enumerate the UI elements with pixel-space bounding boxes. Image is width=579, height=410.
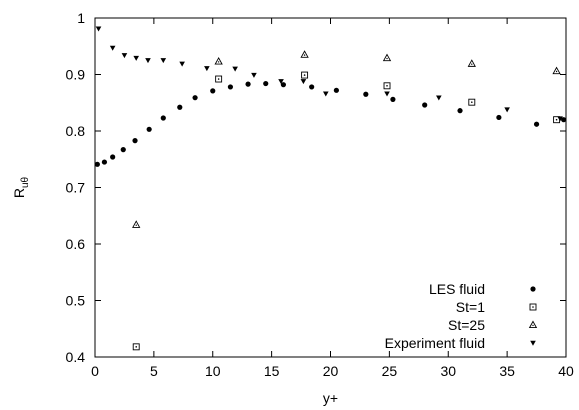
y-tick-label: 0.4 <box>66 349 86 365</box>
data-point-filled-down-triangle <box>121 53 128 59</box>
data-point-filled-down-triangle <box>133 55 140 61</box>
x-axis-label: y+ <box>323 390 338 406</box>
legend-marker-filled-down-triangle <box>530 340 536 346</box>
data-point-filled-down-triangle <box>436 95 442 101</box>
x-tick-label: 30 <box>440 363 456 379</box>
data-point-filled-down-triangle <box>95 26 102 32</box>
data-point-filled-down-triangle <box>232 66 238 72</box>
data-point-filled-down-triangle <box>179 61 185 67</box>
y-tick-label: 0.7 <box>66 180 86 196</box>
data-point-filled-circle <box>333 87 339 93</box>
data-point-filled-circle <box>561 117 567 123</box>
data-point-open-square-dot <box>215 75 223 83</box>
data-point-filled-down-triangle <box>322 91 329 97</box>
data-point-filled-circle <box>280 82 286 88</box>
data-point-filled-circle <box>120 147 126 153</box>
series-3 <box>95 26 563 122</box>
data-point-filled-down-triangle <box>557 116 563 122</box>
y-tick-label: 0.8 <box>66 123 86 139</box>
data-point-open-triangle-dot <box>552 66 561 75</box>
data-point-filled-circle <box>422 102 428 108</box>
data-point-filled-down-triangle <box>300 79 307 85</box>
data-point-filled-down-triangle <box>109 45 116 51</box>
data-point-open-triangle-dot <box>382 53 392 62</box>
x-tick-label: 20 <box>323 363 339 379</box>
data-point-filled-circle <box>210 88 216 94</box>
data-point-filled-circle <box>94 161 100 167</box>
axis-ticks <box>94 17 567 358</box>
plot-frame <box>94 17 567 358</box>
x-tick-label: 35 <box>499 363 515 379</box>
series-2 <box>132 50 561 228</box>
x-tick-label: 0 <box>91 363 99 379</box>
data-point-filled-circle <box>457 108 463 114</box>
data-point-filled-down-triangle <box>504 107 510 113</box>
y-tick-label: 0.6 <box>66 236 86 252</box>
data-point-filled-circle <box>309 84 315 90</box>
data-point-filled-circle <box>390 96 396 102</box>
x-tick-label: 40 <box>558 363 574 379</box>
data-point-filled-down-triangle <box>251 72 257 78</box>
data-point-filled-circle <box>227 84 234 90</box>
x-tick-label: 10 <box>205 363 221 379</box>
data-point-filled-circle <box>132 138 138 144</box>
y-tick-label: 1 <box>77 10 85 26</box>
data-point-filled-circle <box>245 81 251 87</box>
data-point-filled-down-triangle <box>384 91 390 97</box>
axis-tick-labels: 0 5 10 15 20 25 30 35 40 0.4 0.5 0.6 0.7 0.8 0.9 1 <box>66 10 574 379</box>
x-tick-label: 25 <box>382 363 398 379</box>
data-point-open-triangle-dot <box>467 59 476 67</box>
data-point-filled-circle <box>263 80 269 87</box>
data-point-filled-down-triangle <box>204 66 210 72</box>
data-point-filled-circle <box>110 154 116 160</box>
legend-marker-open-square-dot <box>529 303 537 311</box>
data-point-filled-down-triangle <box>278 79 284 85</box>
data-point-open-square-dot <box>132 343 140 351</box>
data-markers <box>94 26 567 351</box>
y-axis-label-main: R <box>11 188 27 198</box>
y-axis-label: Ruθ <box>11 176 31 198</box>
legend-marker-filled-circle <box>530 286 536 292</box>
x-tick-label: 5 <box>150 363 158 379</box>
plot-border <box>94 17 567 358</box>
legend-marker-open-triangle-dot <box>528 320 538 329</box>
legend-label: LES fluid <box>429 281 485 297</box>
data-point-open-square-dot <box>383 82 391 90</box>
series-1 <box>132 71 561 351</box>
y-tick-label: 0.5 <box>66 293 86 309</box>
data-point-filled-circle <box>101 159 108 165</box>
legend: LES fluid St=1 St=25 Experiment fluid <box>385 281 538 351</box>
legend-label: St=25 <box>448 317 485 333</box>
data-point-filled-circle <box>533 121 540 127</box>
data-point-filled-circle <box>160 115 166 121</box>
x-tick-label: 15 <box>264 363 280 379</box>
legend-label: St=1 <box>456 299 485 315</box>
data-point-open-triangle-dot <box>300 50 309 58</box>
data-point-open-square-dot <box>301 71 309 79</box>
data-point-open-triangle-dot <box>132 220 141 228</box>
y-tick-label: 0.9 <box>66 67 86 83</box>
data-point-filled-down-triangle <box>160 58 167 64</box>
data-point-open-square-dot <box>468 98 476 106</box>
data-point-open-triangle-dot <box>214 56 223 65</box>
data-point-filled-down-triangle <box>145 58 151 64</box>
data-point-filled-circle <box>192 95 198 101</box>
legend-label: Experiment fluid <box>385 335 485 351</box>
data-point-filled-circle <box>146 126 152 132</box>
data-point-filled-circle <box>177 104 183 110</box>
data-point-filled-circle <box>363 91 369 97</box>
y-axis-label-subscript: uθ <box>20 176 31 188</box>
data-point-filled-circle <box>496 114 502 121</box>
series-0 <box>94 80 567 167</box>
